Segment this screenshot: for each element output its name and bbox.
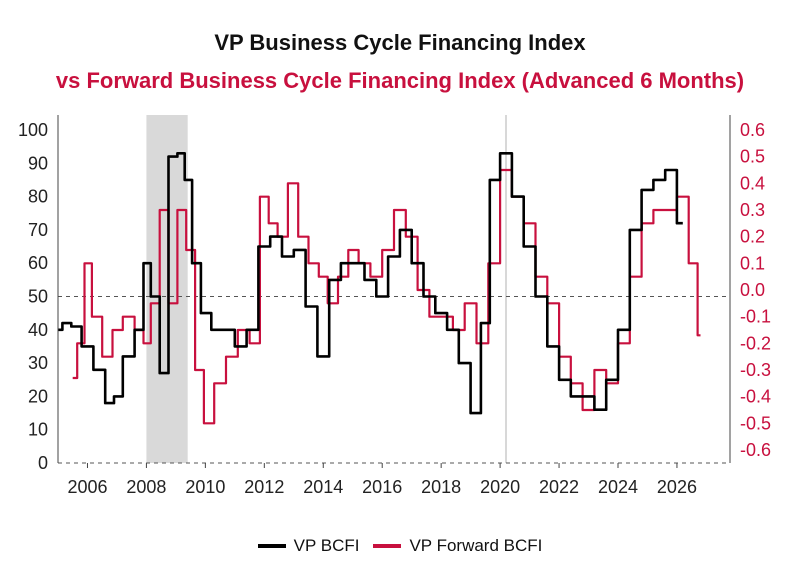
y-right-tick-label: 0.5 — [740, 147, 765, 167]
y-left-tick-label: 40 — [28, 320, 48, 340]
legend-label-forward-bcfi: VP Forward BCFI — [409, 536, 543, 555]
legend-item-forward-bcfi: VP Forward BCFI — [373, 536, 542, 556]
x-tick-label: 2026 — [657, 477, 697, 497]
x-tick-label: 2012 — [244, 477, 284, 497]
y-left-tick-label: 100 — [18, 120, 48, 140]
shaded-region — [146, 115, 188, 463]
chart-subtitle: vs Forward Business Cycle Financing Inde… — [55, 68, 745, 93]
chart-title: VP Business Cycle Financing Index — [214, 30, 586, 55]
x-tick-label: 2010 — [185, 477, 225, 497]
y-right-tick-label: 0.4 — [740, 173, 765, 193]
y-right-tick-label: 0.2 — [740, 227, 765, 247]
y-left-tick-label: 80 — [28, 187, 48, 207]
y-left-tick-label: 50 — [28, 287, 48, 307]
axes-layer: 0 10 20 30 40 50 60 70 80 90 100 -0.6 -0.5 -0.4 -0.3 -0… — [18, 115, 771, 497]
y-right-tick-label: -0.1 — [740, 307, 771, 327]
legend: VP BCFI VP Forward BCFI — [0, 536, 800, 556]
y-right-tick-label: 0.6 — [740, 120, 765, 140]
y-right-tick-label: 0.0 — [740, 280, 765, 300]
x-tick-label: 2020 — [480, 477, 520, 497]
y-right-tick-label: -0.6 — [740, 440, 771, 460]
x-tick-label: 2014 — [303, 477, 343, 497]
x-tick-label: 2016 — [362, 477, 402, 497]
x-tick-label: 2024 — [598, 477, 638, 497]
legend-swatch-forward-bcfi — [373, 544, 402, 548]
y-right-tick-label: -0.5 — [740, 413, 771, 433]
x-tick-label: 2006 — [67, 477, 107, 497]
y-left-tick-label: 90 — [28, 153, 48, 173]
y-right-tick-label: 0.3 — [740, 200, 765, 220]
y-left-tick-label: 60 — [28, 253, 48, 273]
y-right-tick-label: -0.4 — [740, 387, 771, 407]
legend-swatch-bcfi — [257, 544, 286, 548]
x-tick-label: 2018 — [421, 477, 461, 497]
legend-item-bcfi: VP BCFI — [257, 536, 360, 556]
legend-label-bcfi: VP BCFI — [293, 536, 360, 555]
y-right-tick-label: -0.2 — [740, 333, 771, 353]
x-tick-label: 2008 — [126, 477, 166, 497]
background-layer — [146, 115, 507, 463]
y-right-tick-label: 0.1 — [740, 253, 765, 273]
y-left-tick-label: 0 — [38, 453, 48, 473]
y-left-tick-label: 10 — [28, 420, 48, 440]
series-layer — [58, 152, 701, 425]
y-left-tick-label: 70 — [28, 220, 48, 240]
y-left-tick-label: 20 — [28, 386, 48, 406]
series-line-bcfi — [58, 152, 683, 415]
y-right-tick-label: -0.3 — [740, 360, 771, 380]
series-line-forward-bcfi — [72, 168, 701, 425]
x-tick-label: 2022 — [539, 477, 579, 497]
y-left-tick-label: 30 — [28, 353, 48, 373]
